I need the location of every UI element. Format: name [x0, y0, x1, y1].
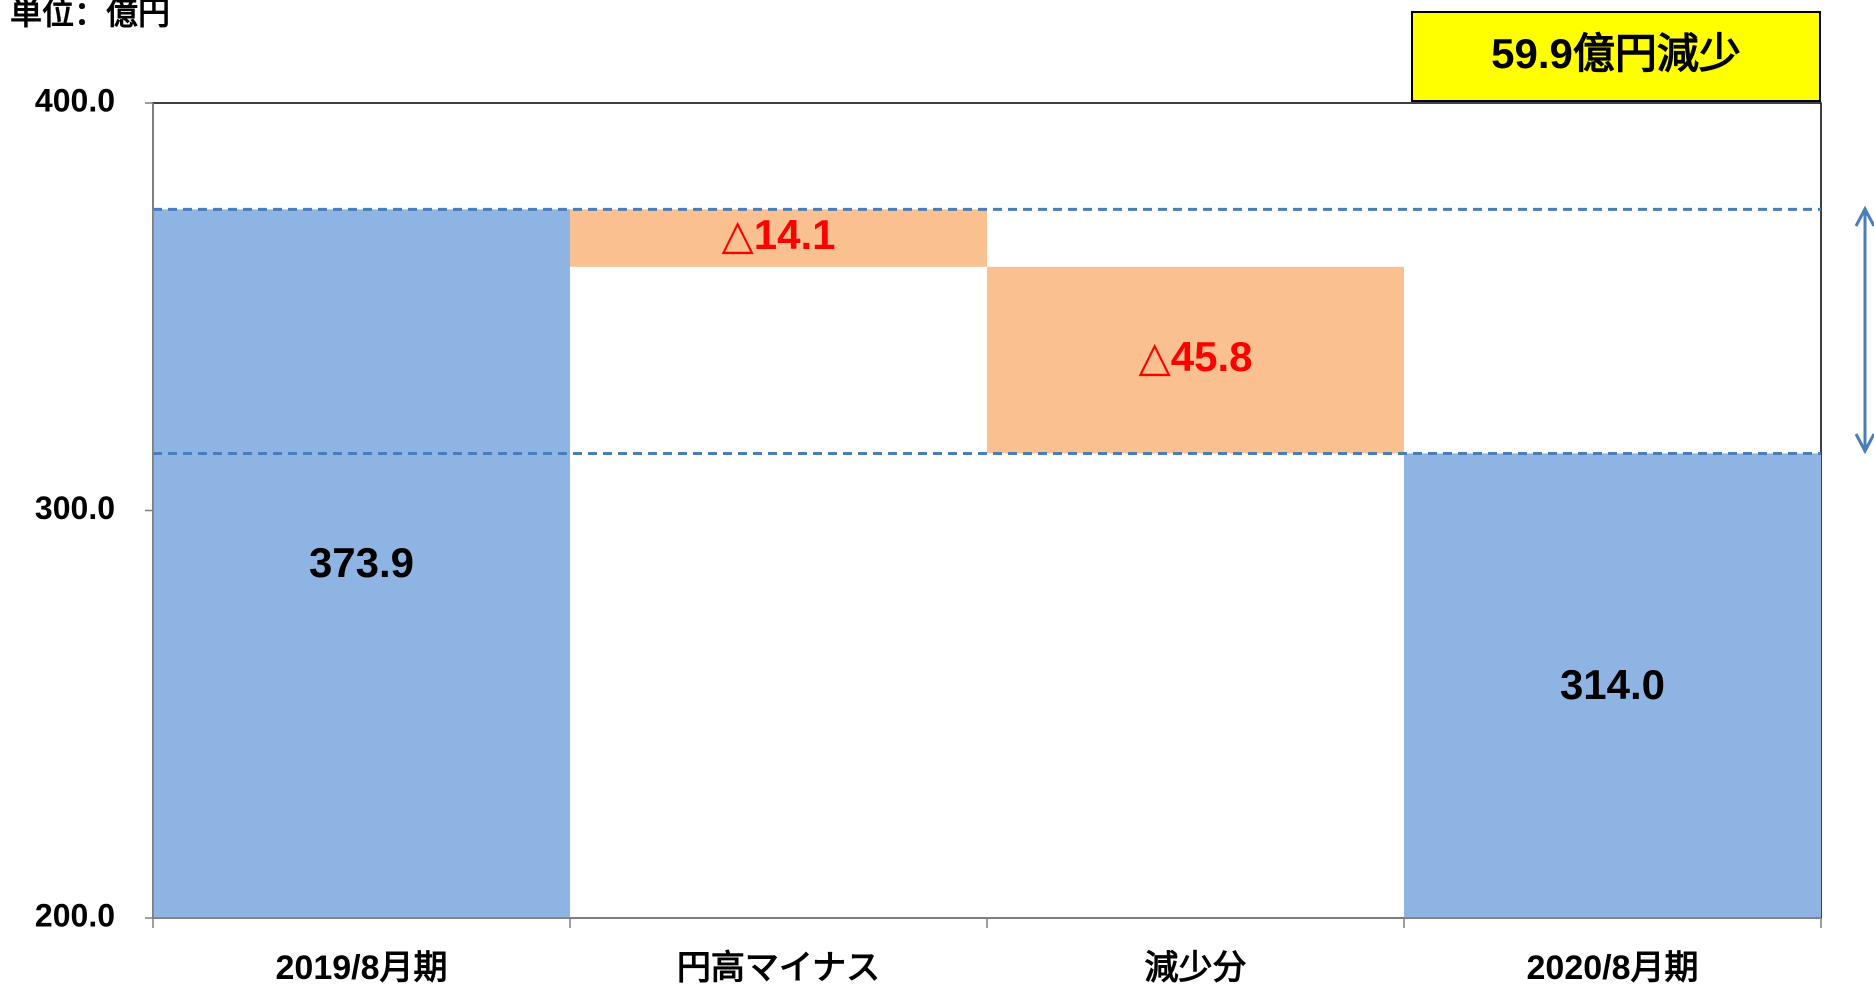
bar-4: [1404, 453, 1821, 918]
callout-box: 59.9億円減少: [1411, 11, 1821, 102]
y-tick-label-3: 400.0: [35, 82, 115, 118]
callout-background: [1411, 11, 1821, 102]
difference-arrow: [1854, 205, 1874, 455]
y-tick-label-2: 300.0: [35, 490, 115, 526]
y-tick-label-1: 200.0: [35, 897, 115, 933]
bar-1: [153, 209, 570, 919]
bars-layer: [153, 209, 1821, 919]
reference-lines: [153, 207, 1821, 455]
callout-text: 59.9億円減少: [1491, 30, 1741, 77]
x-category-label-4: 2020/8月期: [1527, 949, 1699, 987]
difference-arrow-head-down: [1854, 433, 1874, 455]
x-category-label-3: 減少分: [1145, 949, 1247, 987]
data-labels: 373.9 △14.1 △45.8 314.0: [309, 211, 1665, 708]
bar-label-2: △14.1: [721, 211, 835, 258]
bar-2: [570, 209, 987, 267]
difference-arrow-head-up: [1854, 205, 1874, 227]
bar-label-3: △45.8: [1138, 333, 1252, 380]
x-category-label-1: 2019/8月期: [276, 949, 448, 987]
bar-label-1: 373.9: [309, 539, 414, 586]
bar-label-4: 314.0: [1560, 661, 1665, 708]
unit-label: 単位：億円: [10, 0, 170, 31]
x-category-label-2: 円高マイナス: [677, 949, 880, 987]
axes: 200.0 300.0 400.0 2019/8月期 円高マイナス 減少分 2020/8月期: [35, 82, 1822, 987]
bar-3: [987, 266, 1404, 454]
